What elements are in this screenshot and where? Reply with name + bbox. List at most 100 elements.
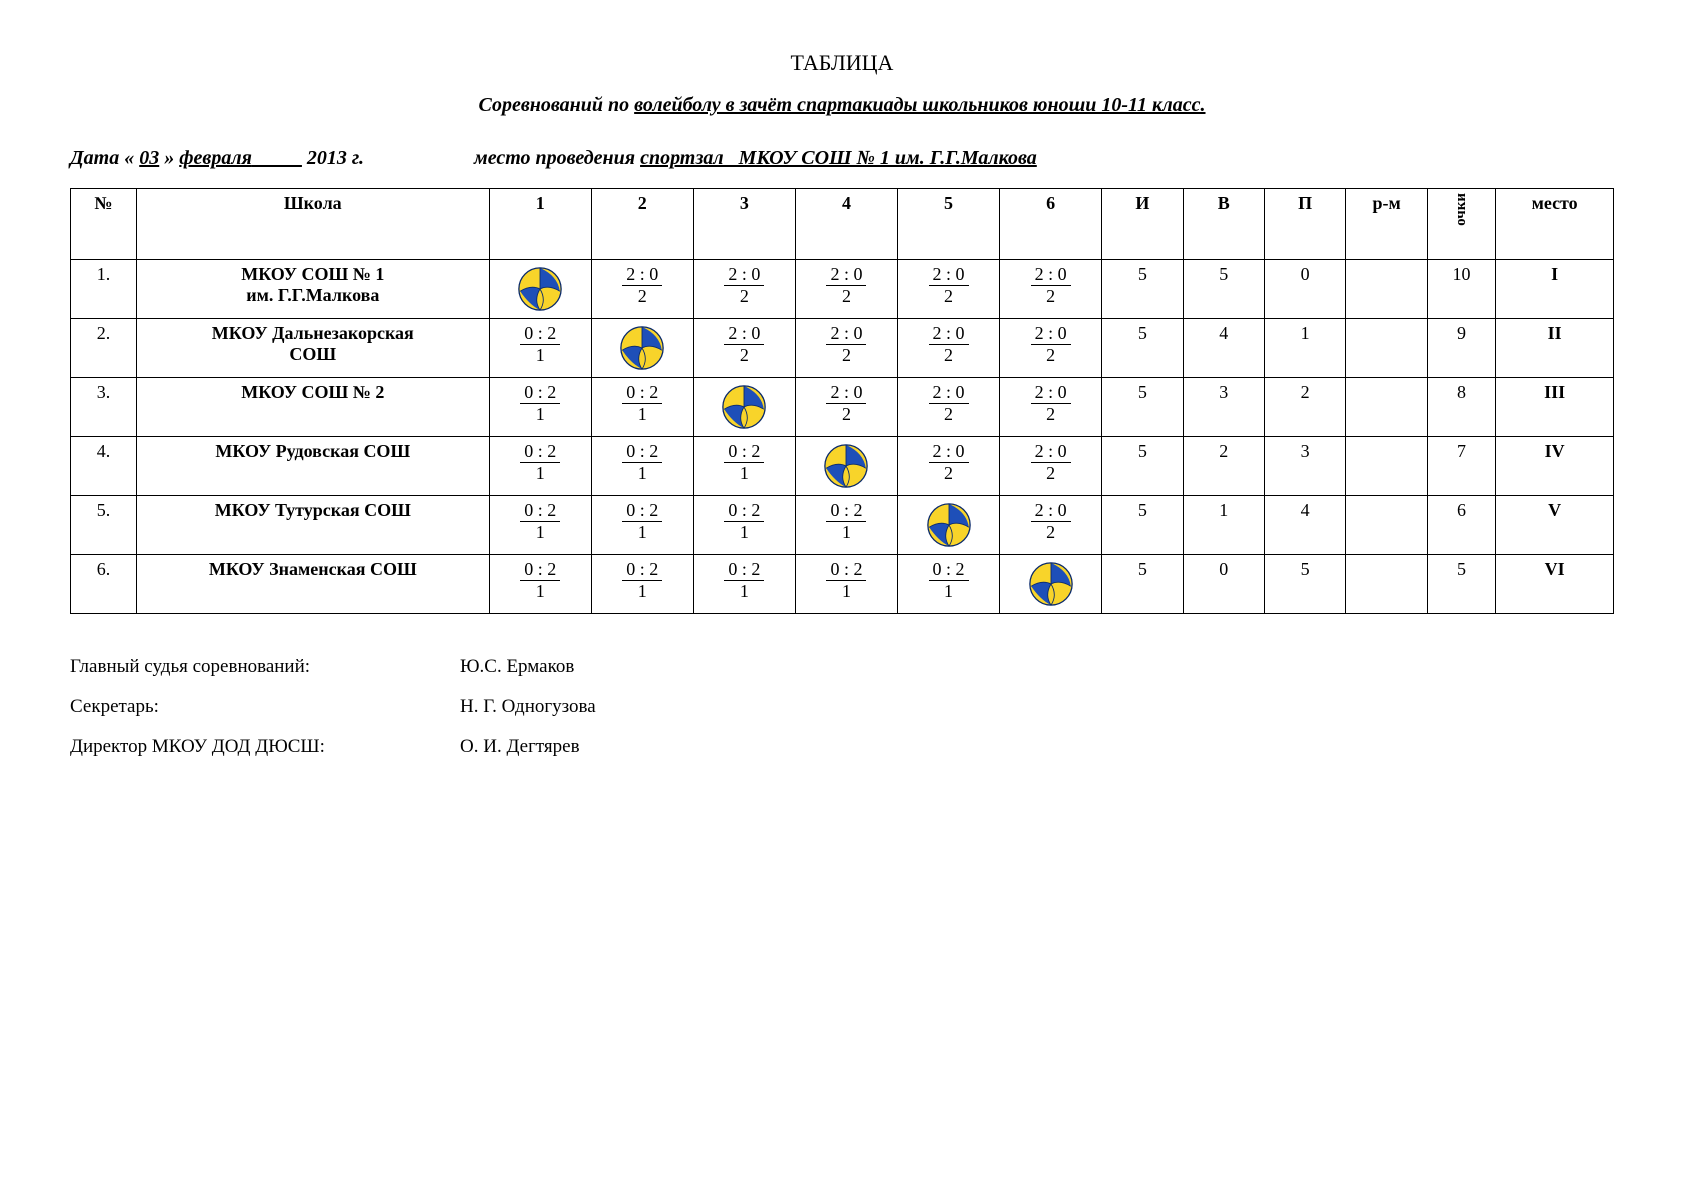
cell-points: 8 <box>1427 378 1495 437</box>
cell-played: 5 <box>1102 260 1183 319</box>
cell-game: 0 : 21 <box>489 496 591 555</box>
cell-game: 0 : 21 <box>489 319 591 378</box>
table-header: № Школа 1 2 3 4 5 6 И В П р-м очки место <box>71 189 1614 260</box>
score-fraction: 2 : 02 <box>622 264 662 307</box>
cell-game <box>898 496 1000 555</box>
cell-diff <box>1346 496 1427 555</box>
official-name: Н. Г. Одногузова <box>460 696 596 718</box>
cell-num: 2. <box>71 319 137 378</box>
cell-won: 2 <box>1183 437 1264 496</box>
cell-points: 7 <box>1427 437 1495 496</box>
score-fraction: 0 : 21 <box>929 559 969 602</box>
venue-value: спортзал_ МКОУ СОШ № 1 им. Г.Г.Малкова <box>640 147 1037 169</box>
score-fraction: 0 : 21 <box>724 500 764 543</box>
score-fraction: 2 : 02 <box>929 382 969 425</box>
cell-place: II <box>1496 319 1614 378</box>
cell-school: МКОУ СОШ № 1им. Г.Г.Малкова <box>136 260 489 319</box>
cell-school: МКОУ СОШ № 2 <box>136 378 489 437</box>
date-day: 03 <box>139 147 159 169</box>
col-num: № <box>71 189 137 260</box>
score-fraction: 2 : 02 <box>826 323 866 366</box>
table-row: 6.МКОУ Знаменская СОШ0 : 210 : 210 : 210… <box>71 555 1614 614</box>
cell-place: III <box>1496 378 1614 437</box>
col-g5: 5 <box>898 189 1000 260</box>
official-name: Ю.С. Ермаков <box>460 656 574 678</box>
score-fraction: 0 : 21 <box>622 441 662 484</box>
score-fraction: 0 : 21 <box>826 559 866 602</box>
info-gap <box>364 147 474 169</box>
cell-points: 5 <box>1427 555 1495 614</box>
score-fraction: 0 : 21 <box>724 559 764 602</box>
cell-game <box>1000 555 1102 614</box>
cell-game: 0 : 21 <box>489 437 591 496</box>
col-points: очки <box>1427 189 1495 260</box>
cell-lost: 4 <box>1264 496 1345 555</box>
score-fraction: 2 : 02 <box>826 382 866 425</box>
cell-game <box>591 319 693 378</box>
cell-game: 0 : 21 <box>693 496 795 555</box>
cell-game: 0 : 21 <box>693 437 795 496</box>
date-month: февраля <box>179 147 302 169</box>
score-fraction: 2 : 02 <box>1031 382 1071 425</box>
col-place: место <box>1496 189 1614 260</box>
cell-place: V <box>1496 496 1614 555</box>
cell-game <box>693 378 795 437</box>
score-fraction: 2 : 02 <box>1031 441 1071 484</box>
cell-lost: 1 <box>1264 319 1345 378</box>
cell-game: 2 : 02 <box>898 260 1000 319</box>
page-title: ТАБЛИЦА <box>70 50 1614 76</box>
cell-lost: 5 <box>1264 555 1345 614</box>
volleyball-icon <box>722 385 766 429</box>
cell-lost: 3 <box>1264 437 1345 496</box>
cell-game: 0 : 21 <box>591 378 693 437</box>
cell-num: 6. <box>71 555 137 614</box>
cell-place: VI <box>1496 555 1614 614</box>
col-g3: 3 <box>693 189 795 260</box>
score-fraction: 2 : 02 <box>929 264 969 307</box>
score-fraction: 0 : 21 <box>826 500 866 543</box>
cell-game: 0 : 21 <box>795 496 897 555</box>
cell-school: МКОУ Рудовская СОШ <box>136 437 489 496</box>
cell-game: 0 : 21 <box>591 555 693 614</box>
subtitle-line: Соревнований по волейболу в зачёт спарта… <box>70 94 1614 117</box>
cell-won: 4 <box>1183 319 1264 378</box>
score-fraction: 2 : 02 <box>929 323 969 366</box>
cell-played: 5 <box>1102 496 1183 555</box>
cell-game: 2 : 02 <box>795 319 897 378</box>
cell-diff <box>1346 555 1427 614</box>
score-fraction: 0 : 21 <box>520 441 560 484</box>
table-row: 3.МКОУ СОШ № 20 : 210 : 21 2 : 022 : 022… <box>71 378 1614 437</box>
col-g2: 2 <box>591 189 693 260</box>
results-table: № Школа 1 2 3 4 5 6 И В П р-м очки место… <box>70 188 1614 614</box>
score-fraction: 0 : 21 <box>520 382 560 425</box>
cell-diff <box>1346 319 1427 378</box>
cell-num: 4. <box>71 437 137 496</box>
cell-school: МКОУ ДальнезакорскаяСОШ <box>136 319 489 378</box>
score-fraction: 0 : 21 <box>520 323 560 366</box>
volleyball-icon <box>620 326 664 370</box>
cell-game: 0 : 21 <box>489 378 591 437</box>
cell-game: 0 : 21 <box>898 555 1000 614</box>
cell-game: 0 : 21 <box>693 555 795 614</box>
score-fraction: 2 : 02 <box>1031 323 1071 366</box>
cell-game <box>795 437 897 496</box>
date-year: 2013 г. <box>302 147 364 169</box>
col-school: Школа <box>136 189 489 260</box>
table-row: 2.МКОУ ДальнезакорскаяСОШ 0 : 21 2 : 02 2 … <box>71 319 1614 378</box>
cell-game: 2 : 02 <box>1000 319 1102 378</box>
cell-game: 2 : 02 <box>1000 260 1102 319</box>
score-fraction: 0 : 21 <box>520 500 560 543</box>
score-fraction: 0 : 21 <box>622 500 662 543</box>
cell-game: 0 : 21 <box>795 555 897 614</box>
cell-game: 2 : 02 <box>898 437 1000 496</box>
official-name: О. И. Дегтярев <box>460 736 580 758</box>
cell-game: 2 : 02 <box>1000 496 1102 555</box>
cell-game: 0 : 21 <box>489 555 591 614</box>
cell-game: 2 : 02 <box>1000 378 1102 437</box>
cell-game: 2 : 02 <box>693 319 795 378</box>
cell-points: 10 <box>1427 260 1495 319</box>
date-mid: » <box>159 147 179 169</box>
official-role: Секретарь: <box>70 696 460 718</box>
score-fraction: 2 : 02 <box>826 264 866 307</box>
cell-num: 5. <box>71 496 137 555</box>
